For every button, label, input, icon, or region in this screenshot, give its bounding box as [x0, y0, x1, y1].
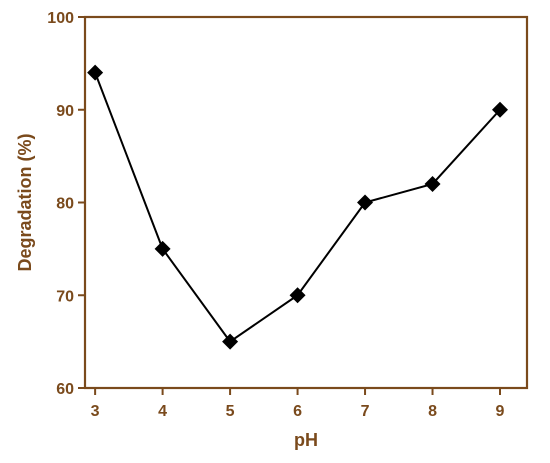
x-axis-ticks: 3 4 5 6 7 8 9 — [91, 388, 505, 420]
y-tick-label: 100 — [47, 10, 74, 27]
x-tick-label: 7 — [361, 403, 370, 420]
x-tick-label: 5 — [226, 403, 235, 420]
x-tick-label: 3 — [91, 403, 100, 420]
data-point-marker — [424, 175, 441, 192]
y-axis-ticks: 60 70 80 90 100 — [47, 10, 85, 398]
data-point-marker — [87, 64, 104, 81]
data-point-marker — [222, 333, 239, 350]
data-point-marker — [492, 101, 509, 118]
y-tick-label: 80 — [56, 196, 74, 213]
x-tick-label: 6 — [293, 403, 302, 420]
y-axis-title: Degradation (%) — [15, 133, 35, 271]
data-point-marker — [357, 194, 374, 211]
x-axis-title: pH — [294, 430, 318, 450]
x-tick-label: 9 — [496, 403, 505, 420]
series-layer — [87, 64, 509, 350]
plot-frame — [83, 15, 529, 390]
x-tick-label: 4 — [158, 403, 167, 420]
y-tick-label: 60 — [56, 381, 74, 398]
data-point-marker — [289, 287, 306, 304]
plot-border — [83, 15, 529, 390]
data-point-marker — [154, 240, 171, 257]
y-tick-label: 70 — [56, 288, 74, 305]
y-tick-label: 90 — [56, 103, 74, 120]
x-tick-label: 8 — [428, 403, 437, 420]
